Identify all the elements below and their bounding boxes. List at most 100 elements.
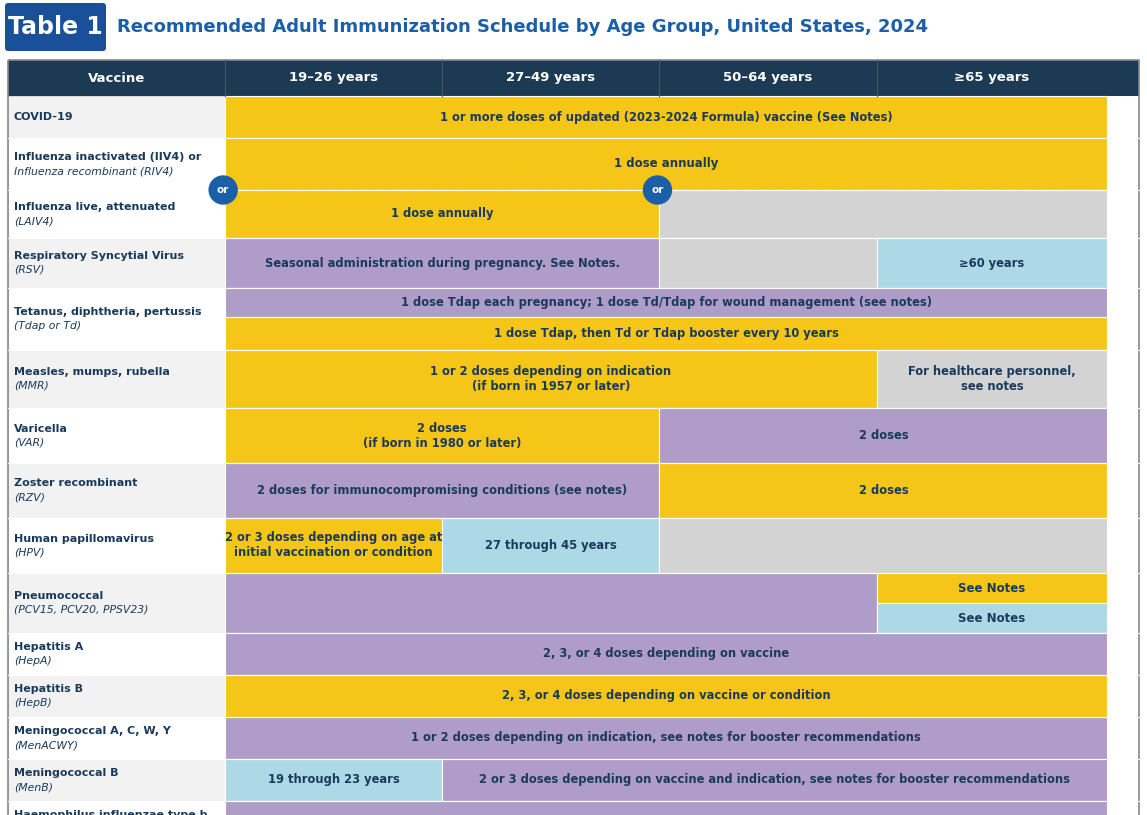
Text: 19 through 23 years: 19 through 23 years bbox=[268, 773, 399, 786]
Text: 19–26 years: 19–26 years bbox=[289, 72, 379, 85]
Text: 2 doses for immunocompromising conditions (see notes): 2 doses for immunocompromising condition… bbox=[257, 484, 627, 497]
Text: 2 or 3 doses depending on age at
initial vaccination or condition: 2 or 3 doses depending on age at initial… bbox=[225, 531, 443, 560]
Bar bbox=[225, 190, 660, 238]
Text: Recommended Adult Immunization Schedule by Age Group, United States, 2024: Recommended Adult Immunization Schedule … bbox=[117, 18, 928, 36]
Text: 1 dose Tdap each pregnancy; 1 dose Td/Tdap for wound management (see notes): 1 dose Tdap each pregnancy; 1 dose Td/Td… bbox=[400, 296, 931, 309]
Bar bbox=[225, 238, 660, 288]
Bar bbox=[225, 463, 660, 518]
Text: See Notes: See Notes bbox=[959, 581, 1025, 594]
Bar bbox=[660, 518, 1107, 573]
Bar bbox=[225, 759, 443, 801]
Text: Tetanus, diphtheria, pertussis: Tetanus, diphtheria, pertussis bbox=[14, 307, 202, 317]
Text: ≥65 years: ≥65 years bbox=[954, 72, 1030, 85]
Bar bbox=[443, 759, 1107, 801]
Bar bbox=[876, 238, 1107, 288]
Bar bbox=[660, 190, 1107, 238]
Bar bbox=[225, 717, 1107, 759]
Text: Measles, mumps, rubella: Measles, mumps, rubella bbox=[14, 367, 170, 377]
Text: or: or bbox=[651, 185, 664, 195]
Text: (HepA): (HepA) bbox=[14, 656, 52, 666]
Bar bbox=[8, 238, 225, 288]
Bar bbox=[8, 759, 225, 801]
Bar bbox=[8, 190, 225, 238]
Text: (VAR): (VAR) bbox=[14, 438, 45, 447]
Bar bbox=[8, 60, 1139, 96]
Text: See Notes: See Notes bbox=[959, 611, 1025, 624]
Text: 50–64 years: 50–64 years bbox=[724, 72, 813, 85]
Text: (Tdap or Td): (Tdap or Td) bbox=[14, 321, 81, 331]
Bar bbox=[225, 408, 660, 463]
Text: 1 dose Tdap, then Td or Tdap booster every 10 years: 1 dose Tdap, then Td or Tdap booster eve… bbox=[494, 327, 838, 340]
Text: (RSV): (RSV) bbox=[14, 265, 45, 275]
Bar bbox=[225, 96, 1107, 138]
Text: (MenACWY): (MenACWY) bbox=[14, 740, 78, 750]
Text: 27–49 years: 27–49 years bbox=[506, 72, 595, 85]
Circle shape bbox=[209, 176, 237, 204]
Bar bbox=[8, 463, 225, 518]
Bar bbox=[8, 350, 225, 408]
Bar bbox=[8, 573, 225, 633]
Text: Varicella: Varicella bbox=[14, 424, 68, 434]
Bar bbox=[225, 138, 1107, 190]
Bar bbox=[660, 463, 1107, 518]
Text: Zoster recombinant: Zoster recombinant bbox=[14, 478, 138, 488]
Text: Seasonal administration during pregnancy. See Notes.: Seasonal administration during pregnancy… bbox=[265, 257, 619, 270]
Bar bbox=[660, 238, 876, 288]
Text: Table 1: Table 1 bbox=[8, 15, 103, 39]
Text: 2 doses: 2 doses bbox=[859, 429, 908, 442]
Bar bbox=[876, 573, 1107, 603]
Text: ≥60 years: ≥60 years bbox=[959, 257, 1024, 270]
Text: 1 dose annually: 1 dose annually bbox=[391, 208, 493, 221]
Bar bbox=[225, 350, 876, 408]
Bar bbox=[225, 633, 1107, 675]
Bar bbox=[225, 801, 1107, 815]
Text: Meningococcal B: Meningococcal B bbox=[14, 768, 118, 778]
Text: (HPV): (HPV) bbox=[14, 548, 45, 557]
Text: Haemophilus influenzae type b: Haemophilus influenzae type b bbox=[14, 810, 208, 815]
Bar bbox=[8, 633, 225, 675]
Text: Vaccine: Vaccine bbox=[88, 72, 146, 85]
Text: (LAIV4): (LAIV4) bbox=[14, 216, 54, 226]
Bar bbox=[876, 350, 1107, 408]
Text: For healthcare personnel,
see notes: For healthcare personnel, see notes bbox=[908, 365, 1076, 393]
Text: 1 or 2 doses depending on indication, see notes for booster recommendations: 1 or 2 doses depending on indication, se… bbox=[412, 732, 921, 744]
Bar bbox=[660, 408, 1107, 463]
Text: Respiratory Syncytial Virus: Respiratory Syncytial Virus bbox=[14, 251, 184, 261]
Bar bbox=[876, 603, 1107, 633]
Bar bbox=[8, 717, 225, 759]
Text: 2 or 3 doses depending on vaccine and indication, see notes for booster recommen: 2 or 3 doses depending on vaccine and in… bbox=[479, 773, 1070, 786]
Bar bbox=[225, 288, 1107, 316]
Text: 2 doses: 2 doses bbox=[859, 484, 908, 497]
Bar bbox=[8, 675, 225, 717]
Bar bbox=[8, 138, 225, 190]
Text: (PCV15, PCV20, PPSV23): (PCV15, PCV20, PPSV23) bbox=[14, 605, 148, 615]
Bar bbox=[8, 96, 225, 138]
Bar bbox=[225, 675, 1107, 717]
Bar bbox=[8, 408, 225, 463]
FancyBboxPatch shape bbox=[5, 3, 106, 51]
Text: Pneumococcal: Pneumococcal bbox=[14, 591, 103, 601]
Text: 27 through 45 years: 27 through 45 years bbox=[485, 539, 617, 552]
Bar bbox=[225, 573, 876, 633]
Text: Hepatitis A: Hepatitis A bbox=[14, 642, 84, 652]
Bar bbox=[8, 801, 225, 815]
Text: 1 or 2 doses depending on indication
(if born in 1957 or later): 1 or 2 doses depending on indication (if… bbox=[430, 365, 671, 393]
Text: COVID-19: COVID-19 bbox=[14, 112, 73, 122]
Bar bbox=[225, 518, 443, 573]
Text: or: or bbox=[217, 185, 229, 195]
Text: (RZV): (RZV) bbox=[14, 492, 45, 503]
Text: 2, 3, or 4 doses depending on vaccine: 2, 3, or 4 doses depending on vaccine bbox=[544, 647, 789, 660]
Text: Human papillomavirus: Human papillomavirus bbox=[14, 534, 154, 544]
Text: (MenB): (MenB) bbox=[14, 782, 53, 792]
Bar bbox=[443, 518, 660, 573]
Text: 2 doses
(if born in 1980 or later): 2 doses (if born in 1980 or later) bbox=[364, 421, 522, 450]
Text: 2, 3, or 4 doses depending on vaccine or condition: 2, 3, or 4 doses depending on vaccine or… bbox=[502, 689, 830, 703]
Text: 1 dose annually: 1 dose annually bbox=[614, 157, 718, 170]
Circle shape bbox=[643, 176, 671, 204]
Text: Influenza live, attenuated: Influenza live, attenuated bbox=[14, 202, 175, 212]
Bar bbox=[8, 288, 225, 350]
Text: 1 or more doses of updated (2023-2024 Formula) vaccine (See Notes): 1 or more doses of updated (2023-2024 Fo… bbox=[440, 111, 892, 124]
Text: (HepB): (HepB) bbox=[14, 698, 52, 708]
Bar bbox=[8, 518, 225, 573]
Text: Influenza recombinant (RIV4): Influenza recombinant (RIV4) bbox=[14, 166, 173, 176]
